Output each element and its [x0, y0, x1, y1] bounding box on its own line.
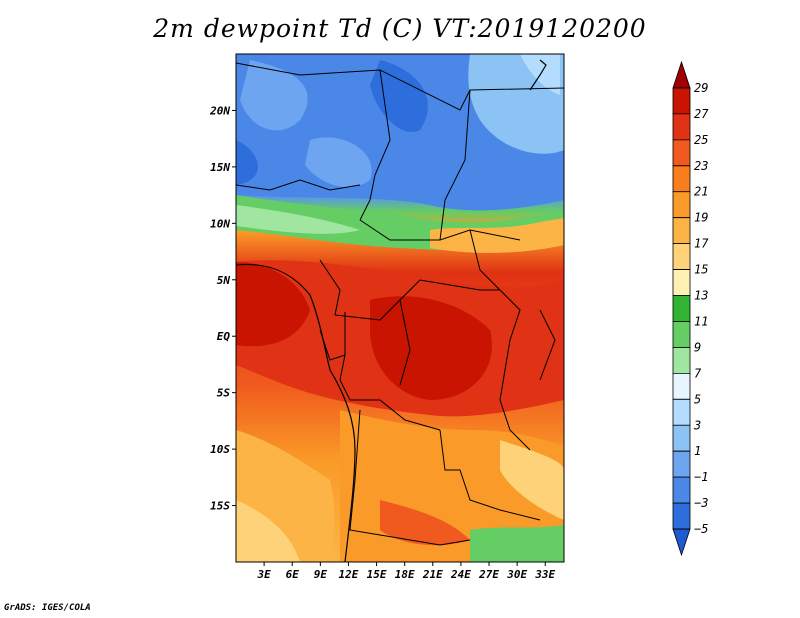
colorbar-swatch [672, 87, 691, 115]
colorbar-labels: 29 27 25 23 21 19 17 15 13 11 9 7 5 3 1 −1 −3 −5 [693, 81, 709, 536]
lon-label: 24E [450, 568, 471, 581]
colorbar-label: 27 [694, 107, 709, 121]
lon-label: 15E [367, 568, 387, 581]
colorbar-label: 5 [694, 392, 701, 406]
lat-label: EQ [217, 330, 231, 343]
lon-label: 12E [339, 568, 359, 581]
lon-label: 21E [422, 568, 443, 581]
grads-credit: GrADS: IGES/COLA [4, 603, 91, 613]
lat-label: 10N [210, 217, 230, 230]
colorbar-swatch [672, 347, 691, 374]
colorbar-swatches [672, 60, 691, 557]
colorbar-label: 11 [694, 314, 708, 328]
colorbar-swatch [672, 165, 691, 193]
latitude-axis: 20N 15N 10N 5N EQ 5S 10S 15S [209, 104, 236, 513]
colorbar-label: 1 [694, 444, 701, 458]
colorbar-label: −3 [694, 496, 708, 510]
colorbar-label: 23 [694, 159, 708, 173]
colorbar-label: 3 [693, 418, 701, 432]
colorbar-swatch [672, 528, 691, 557]
colorbar-label: −1 [694, 470, 708, 484]
colorbar-swatch [672, 424, 691, 452]
colorbar-label: −5 [694, 522, 708, 536]
colorbar-label: 19 [694, 211, 708, 225]
lon-label: 18E [395, 568, 415, 581]
colorbar-swatch [672, 191, 691, 219]
lon-label: 30E [506, 568, 527, 581]
colorbar-swatch [672, 295, 691, 322]
colorbar-label: 7 [694, 366, 702, 380]
lon-label: 27E [478, 568, 499, 581]
dewpoint-field [236, 54, 564, 562]
lat-label: 10S [210, 443, 230, 456]
colorbar-swatch [672, 60, 691, 89]
colorbar-label: 29 [694, 81, 708, 95]
map-frame [235, 53, 565, 563]
colorbar-label: 17 [694, 237, 709, 251]
lon-label: 9E [314, 568, 328, 581]
colorbar-swatch [672, 113, 691, 141]
colorbar-label: 9 [694, 340, 701, 354]
colorbar-swatch [672, 502, 691, 530]
colorbar-swatch [672, 243, 691, 270]
colorbar-label: 25 [694, 133, 708, 147]
map-title: 2m dewpoint Td (C) VT:2019120200 [153, 14, 647, 43]
lat-label: 15N [210, 161, 230, 174]
colorbar-swatch [672, 476, 691, 504]
colorbar-swatch [672, 269, 691, 296]
colorbar-label: 13 [694, 289, 708, 303]
colorbar-swatch [672, 398, 691, 426]
colorbar-swatch [672, 139, 691, 167]
lat-label: 20N [209, 104, 230, 117]
colorbar-label: 15 [694, 263, 708, 277]
lon-label: 33E [534, 568, 555, 581]
colorbar-label: 21 [694, 185, 708, 199]
country-borders [236, 62, 564, 546]
lat-label: 5S [217, 387, 231, 400]
colorbar-swatch [672, 372, 691, 400]
lat-label: 15S [210, 500, 230, 513]
lat-label: 5N [217, 274, 231, 287]
lon-label: 3E [256, 568, 271, 581]
colorbar-swatch [672, 450, 691, 478]
coastline [236, 263, 356, 562]
colorbar-swatch [672, 321, 691, 348]
colorbar-swatch [672, 217, 691, 245]
longitude-axis: 3E 6E 9E 12E 15E 18E 21E 24E 27E 30E 33E [256, 562, 556, 581]
lon-label: 6E [286, 568, 300, 581]
